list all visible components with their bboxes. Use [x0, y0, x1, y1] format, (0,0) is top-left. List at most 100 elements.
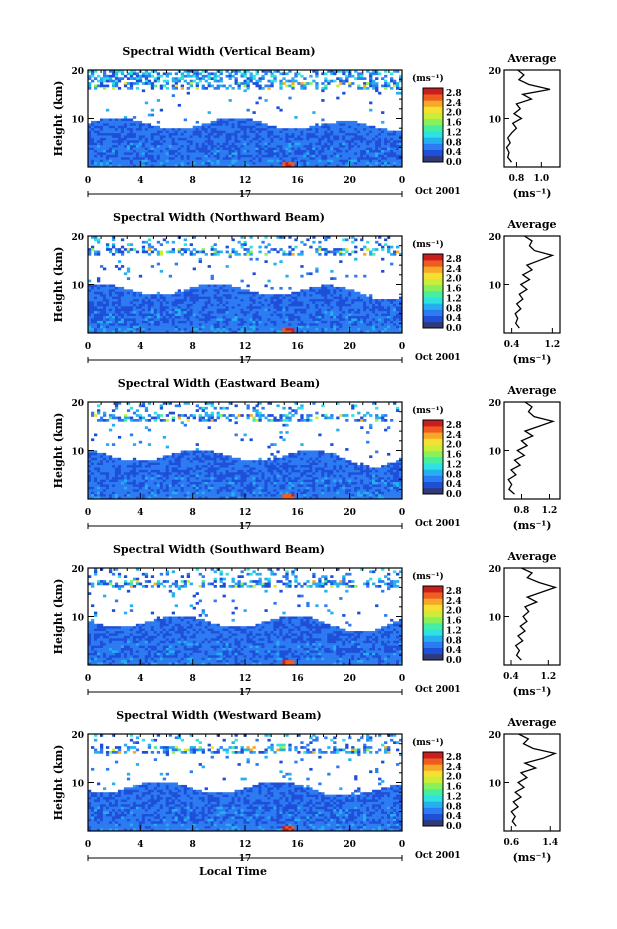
heatmap-cell	[303, 157, 307, 161]
heatmap-cell	[171, 152, 176, 156]
heatmap-cell	[189, 291, 193, 295]
heatmap-cell	[138, 296, 143, 300]
heatmap-cell	[384, 238, 388, 242]
heatmap-cell	[396, 154, 400, 158]
heatmap-cell	[363, 128, 367, 131]
heatmap-cell	[357, 123, 361, 127]
heatmap-cell	[141, 157, 146, 161]
heatmap-cell	[324, 301, 328, 305]
heatmap-cell	[300, 294, 304, 297]
heatmap-cell	[183, 159, 187, 163]
heatmap-cell	[270, 84, 274, 88]
heatmap-cell	[96, 325, 101, 329]
heatmap-cell	[270, 154, 274, 158]
heatmap-cell	[315, 325, 319, 329]
heatmap-cell	[141, 323, 146, 327]
heatmap-cell	[192, 248, 196, 251]
heatmap-cell	[288, 325, 292, 329]
heatmap-cell	[354, 145, 358, 148]
heatmap-cell	[345, 318, 349, 322]
heatmap-cell	[156, 330, 161, 334]
heatmap-cell	[390, 320, 394, 324]
heatmap-cell	[399, 323, 403, 327]
heatmap-cell	[150, 245, 155, 249]
heatmap-cell	[198, 306, 202, 310]
heatmap-cell	[246, 154, 250, 158]
heatmap-cell	[183, 238, 187, 242]
heatmap-cell	[327, 313, 331, 317]
heatmap-cell	[228, 137, 232, 141]
heatmap-cell	[195, 120, 199, 124]
heatmap-cell	[144, 147, 149, 151]
heatmap-cell	[258, 325, 262, 329]
heatmap-cell	[171, 250, 176, 254]
heatmap-cell	[270, 303, 274, 307]
heatmap-cell	[384, 428, 388, 432]
heatmap-cell	[357, 296, 361, 300]
heatmap-cell	[204, 411, 208, 415]
heatmap-cell	[375, 130, 379, 134]
heatmap-cell	[264, 84, 268, 88]
heatmap-cell	[300, 404, 304, 408]
heatmap-cell	[312, 142, 316, 146]
heatmap-cell	[237, 296, 241, 300]
heatmap-cell	[240, 245, 244, 249]
heatmap-cell	[195, 296, 199, 300]
heatmap-cell	[240, 147, 244, 151]
heatmap-cell	[255, 152, 259, 156]
heatmap-cell	[144, 328, 149, 331]
heatmap-cell	[192, 152, 196, 156]
heatmap-cell	[354, 245, 358, 249]
x-tick-label: 12	[239, 176, 252, 186]
heatmap-cell	[159, 404, 164, 408]
heatmap-cell	[258, 145, 262, 148]
heatmap-cell	[330, 137, 334, 141]
heatmap-cell	[186, 152, 190, 156]
heatmap-cell	[354, 291, 358, 295]
heatmap-cell	[264, 416, 268, 420]
heatmap-cell	[372, 164, 376, 168]
heatmap-cell	[162, 72, 167, 76]
heatmap-cell	[384, 137, 388, 141]
heatmap-cell	[261, 123, 265, 127]
heatmap-cell	[324, 308, 328, 312]
heatmap-cell	[237, 130, 241, 134]
heatmap-cell	[279, 145, 283, 148]
heatmap-cell	[264, 70, 268, 73]
heatmap-cell	[219, 135, 223, 139]
heatmap-cell	[279, 330, 283, 334]
heatmap-cell	[396, 147, 400, 151]
heatmap-cell	[339, 133, 343, 136]
heatmap-cell	[390, 77, 394, 80]
heatmap-cell	[162, 152, 167, 156]
heatmap-cell	[102, 128, 107, 131]
heatmap-cell	[198, 154, 202, 158]
x-tick-label: 12	[239, 342, 252, 352]
heatmap-cell	[255, 164, 259, 168]
heatmap-cell	[261, 154, 265, 158]
heatmap-cell	[375, 450, 379, 454]
heatmap-cell	[102, 318, 107, 322]
heatmap-cell	[219, 162, 223, 165]
heatmap-cell	[258, 86, 262, 90]
heatmap-cell	[372, 308, 376, 312]
heatmap-cell	[192, 130, 196, 134]
heatmap-cell	[168, 137, 173, 141]
heatmap-cell	[261, 406, 265, 410]
heatmap-cell	[270, 443, 274, 446]
heatmap-cell	[237, 301, 241, 305]
heatmap-cell	[375, 162, 379, 165]
heatmap-cell	[186, 296, 190, 300]
heatmap-cell	[114, 296, 119, 300]
heatmap-cell	[312, 450, 316, 454]
heatmap-cell	[207, 142, 211, 146]
heatmap-cell	[333, 248, 337, 251]
heatmap-cell	[105, 299, 110, 302]
heatmap-cell	[114, 311, 119, 314]
heatmap-cell	[222, 318, 226, 322]
heatmap-cell	[165, 301, 170, 305]
heatmap-cell	[129, 303, 134, 307]
heatmap-cell	[93, 137, 98, 141]
heatmap-cell	[321, 154, 325, 158]
heatmap-cell	[111, 70, 116, 73]
